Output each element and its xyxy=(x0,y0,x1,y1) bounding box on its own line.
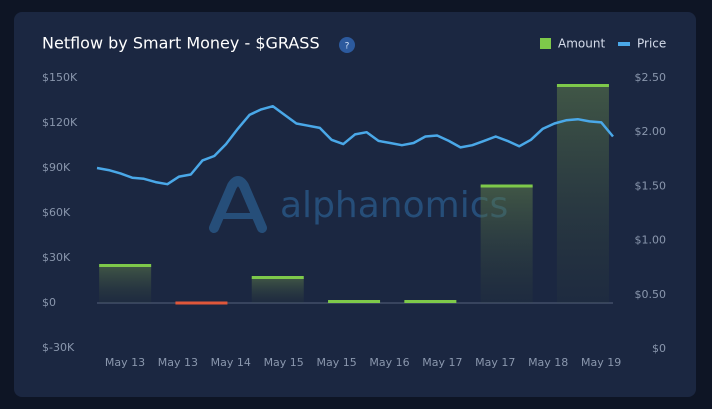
x-tick-label: May 18 xyxy=(528,356,568,369)
bar-body xyxy=(251,277,304,303)
x-tick-label: May 19 xyxy=(581,356,621,369)
bar xyxy=(251,276,304,279)
y2-tick-label: $1.50 xyxy=(635,179,667,192)
price-line xyxy=(96,104,614,186)
y2-tick-label: $2.50 xyxy=(635,71,667,84)
y-tick-label: $30K xyxy=(42,251,71,264)
legend-label-amount: Amount xyxy=(558,37,605,51)
y2-tick-label: $0.50 xyxy=(635,288,667,301)
bar-body xyxy=(99,265,152,303)
y-tick-label: $60K xyxy=(42,206,71,219)
bar xyxy=(175,301,228,305)
x-tick-label: May 15 xyxy=(316,356,356,369)
y2-tick-label: $2.00 xyxy=(635,125,667,138)
y-tick-label: $90K xyxy=(42,161,71,174)
bar-body xyxy=(556,85,609,303)
watermark: alphanomics xyxy=(209,176,508,233)
x-tick-label: May 17 xyxy=(475,356,515,369)
help-icon[interactable]: ? xyxy=(345,42,350,52)
bar xyxy=(328,300,381,303)
bar-body xyxy=(480,186,533,303)
x-tick-label: May 13 xyxy=(105,356,145,369)
legend-swatch-price xyxy=(618,42,630,46)
y-tick-label: $0 xyxy=(42,296,56,309)
legend-label-price: Price xyxy=(637,37,666,51)
legend-swatch-amount xyxy=(540,38,551,49)
x-tick-label: May 13 xyxy=(158,356,198,369)
y2-tick-label: $1.00 xyxy=(635,234,667,247)
watermark-text: alphanomics xyxy=(280,185,508,226)
x-tick-label: May 14 xyxy=(211,356,251,369)
watermark-logo xyxy=(209,176,267,233)
help-icon-bg[interactable] xyxy=(339,37,355,53)
y-tick-label: $150K xyxy=(42,71,78,84)
y2-tick-label: $0 xyxy=(652,342,666,355)
bar xyxy=(556,84,609,87)
y-tick-label: $120K xyxy=(42,116,78,129)
x-tick-label: May 17 xyxy=(422,356,462,369)
bar xyxy=(99,264,152,267)
y-tick-label: $-30K xyxy=(42,341,75,354)
x-tick-label: May 16 xyxy=(369,356,409,369)
chart-title: Netflow by Smart Money - $GRASS xyxy=(42,34,320,53)
bar xyxy=(404,300,457,303)
x-tick-label: May 15 xyxy=(264,356,304,369)
bar xyxy=(480,184,533,188)
